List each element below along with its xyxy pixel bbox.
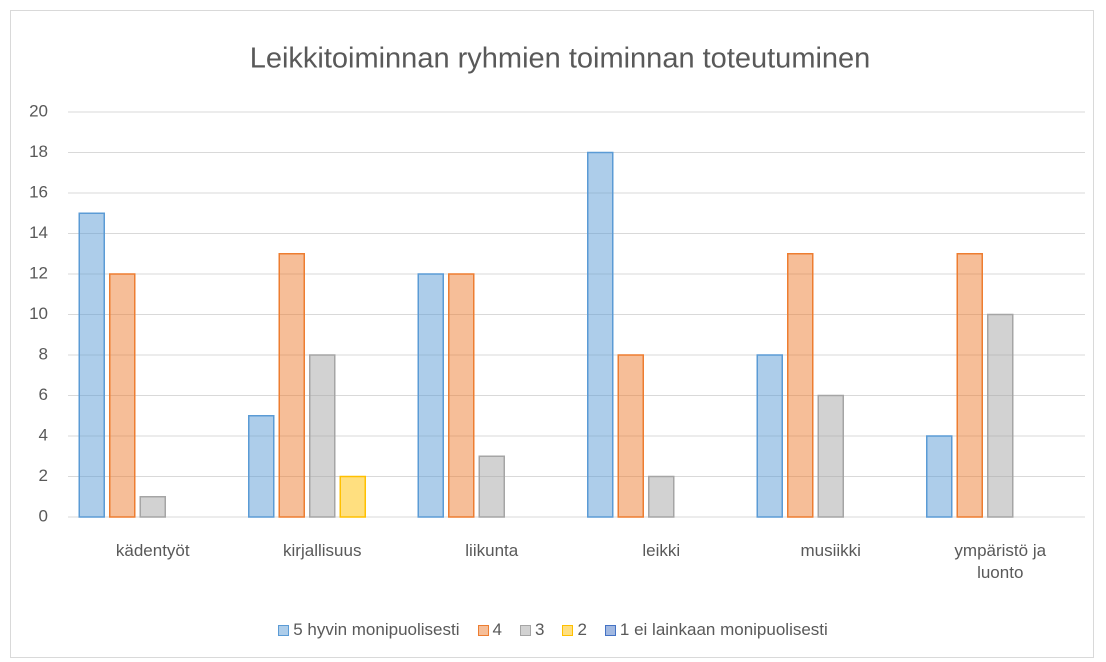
legend-swatch	[519, 624, 531, 636]
bar	[587, 151, 614, 518]
bar	[926, 435, 953, 518]
chart-title: Leikkitoiminnan ryhmien toiminnan toteut…	[250, 43, 871, 75]
legend-item: 5 hyvin monipuolisesti	[278, 620, 460, 640]
bar	[448, 273, 475, 518]
bar	[278, 253, 305, 518]
bar	[109, 273, 136, 518]
x-tick-label: kädentyöt	[115, 541, 190, 560]
y-tick-label: 4	[39, 425, 48, 444]
bar	[987, 313, 1014, 518]
legend-swatch	[477, 624, 489, 636]
x-tick-label: ympäristö ja luonto	[954, 541, 1047, 582]
legend-item: 2	[562, 620, 587, 640]
y-tick-label: 0	[39, 506, 48, 525]
legend-label: 1 ei lainkaan monipuolisesti	[619, 620, 828, 639]
legend: 5 hyvin monipuolisesti 4 3 2 1 ei lainkaan m…	[0, 620, 1106, 640]
x-tick-label: musiikki	[800, 541, 861, 560]
y-tick-label: 18	[29, 142, 48, 161]
y-tick-label: 8	[39, 344, 48, 363]
legend-item: 1 ei lainkaan monipuolisesti	[604, 620, 828, 640]
bar	[339, 475, 366, 518]
bar	[478, 455, 505, 518]
y-tick-label: 6	[39, 385, 48, 404]
legend-label: 2	[577, 620, 587, 639]
legend-label: 4	[492, 620, 502, 639]
bar	[417, 273, 444, 518]
y-tick-label: 20	[29, 101, 48, 120]
bar	[309, 354, 336, 518]
x-tick-label: liikunta	[465, 541, 519, 560]
legend-item: 3	[519, 620, 545, 640]
bar	[78, 212, 105, 518]
y-tick-label: 12	[29, 263, 48, 282]
bar	[648, 475, 675, 518]
bar	[248, 415, 275, 518]
bar	[756, 354, 783, 518]
y-tick-label: 16	[29, 182, 48, 201]
y-tick-label: 2	[39, 466, 48, 485]
y-tick-label: 10	[29, 304, 48, 323]
y-tick-label: 14	[29, 223, 48, 242]
x-tick-label: leikki	[642, 541, 681, 560]
legend-label: 5 hyvin monipuolisesti	[293, 620, 460, 639]
bar	[617, 354, 644, 518]
legend-label: 3	[534, 620, 545, 639]
bar	[817, 394, 844, 518]
chart-frame	[10, 10, 1094, 658]
x-tick-label: kirjallisuus	[283, 541, 362, 560]
bar	[787, 253, 814, 518]
bar	[956, 253, 983, 518]
legend-swatch	[604, 624, 616, 636]
bar	[139, 496, 166, 518]
legend-swatch	[278, 624, 290, 636]
legend-swatch	[562, 624, 574, 636]
legend-item: 4	[477, 620, 502, 640]
